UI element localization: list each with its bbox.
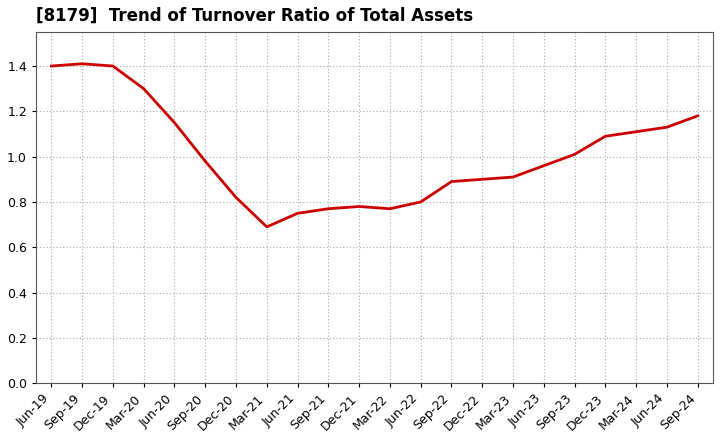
Text: [8179]  Trend of Turnover Ratio of Total Assets: [8179] Trend of Turnover Ratio of Total …	[36, 7, 473, 25]
